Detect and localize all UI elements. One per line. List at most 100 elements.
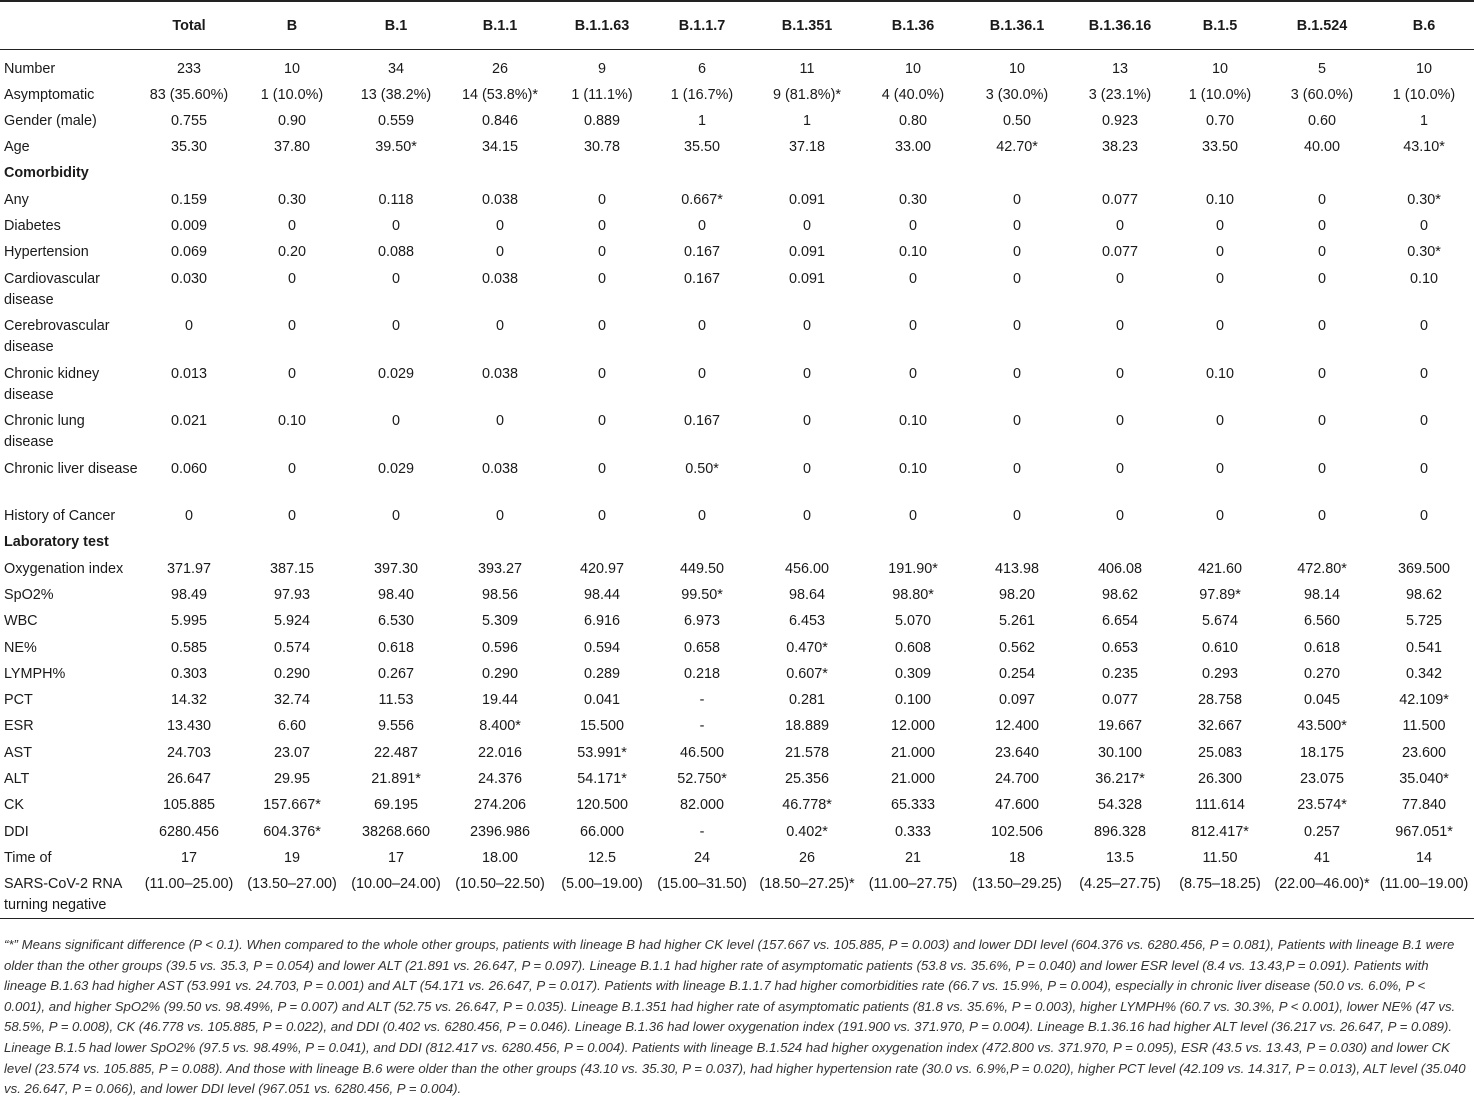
row-label: Asymptomatic — [4, 86, 95, 103]
table-cell: 0.10 — [898, 460, 927, 477]
table-cell: 0.013 — [170, 365, 207, 382]
table-cell: 30.100 — [1097, 744, 1142, 761]
column-header: B.1.36 — [862, 0, 964, 50]
row-label: SpO2% — [4, 586, 54, 603]
table-cell: 5.924 — [273, 613, 310, 630]
table-cell: 0.218 — [683, 665, 720, 682]
table-cell: 25.356 — [784, 771, 829, 788]
table-cell: 29.95 — [273, 771, 310, 788]
table-cell: 33.50 — [1201, 139, 1238, 156]
table-row: Time of 17 19 17 18.00 12.5 24 26 21 18 13.5 11.50 4… — [0, 845, 1474, 871]
table-cell: 24.700 — [994, 771, 1039, 788]
table-cell: 6.453 — [788, 613, 825, 630]
table-cell: 5.309 — [481, 613, 518, 630]
table-cell: 191.90* — [888, 560, 938, 577]
table-cell: 6.973 — [683, 613, 720, 630]
table-cell: 19.667 — [1097, 718, 1142, 735]
table-cell — [1270, 160, 1374, 186]
table-cell: 0.235 — [1101, 665, 1138, 682]
table-cell: 0.167 — [683, 270, 720, 287]
table-row: SARS-CoV-2 RNA turning negative (11.00–25… — [0, 871, 1474, 920]
table-cell: 0 — [184, 318, 193, 335]
row-label: Time of — [4, 849, 52, 866]
table-cell: 0 — [1317, 413, 1326, 430]
table-cell: 0.290 — [481, 665, 518, 682]
table-cell: 896.328 — [1093, 823, 1147, 840]
table-cell: 0 — [1012, 413, 1021, 430]
table-cell: 11 — [799, 61, 815, 77]
header-cell-empty — [0, 0, 138, 50]
table-cell: 26.300 — [1197, 771, 1242, 788]
table-cell: 0.029 — [377, 460, 414, 477]
table-cell: 0 — [697, 508, 706, 525]
table-cell: (4.25–27.75) — [1070, 871, 1170, 920]
table-cell: 421.60 — [1197, 560, 1242, 577]
table-cell: 0 — [495, 413, 504, 430]
table-cell: 0.470* — [786, 639, 828, 656]
table-cell: 13.5 — [1105, 849, 1134, 866]
table-cell: 14 (53.8%)* — [462, 86, 538, 103]
table-cell: 98.20 — [998, 586, 1035, 603]
table-cell: 21.891* — [371, 771, 421, 788]
table-cell: 24.376 — [477, 771, 522, 788]
table-cell: 0 — [1419, 217, 1428, 234]
row-label: ALT — [4, 771, 30, 788]
table-cell: 0 — [802, 460, 811, 477]
row-label: Hypertension — [4, 244, 89, 261]
table-cell: 0.091 — [788, 244, 825, 261]
table-cell: 0 — [1115, 413, 1124, 430]
data-table: Total B B.1 B.1.1 B.1.1.63 B.1.1.7 B.1.351 B.1.… — [0, 0, 1474, 920]
table-cell: 0 — [391, 270, 400, 287]
table-cell: 19.44 — [481, 692, 518, 709]
table-row: CK 105.885 157.667* 69.195 274.206 120.500 82.… — [0, 792, 1474, 818]
table-cell: 30.78 — [583, 139, 620, 156]
table-cell — [138, 529, 240, 555]
table-cell: 0 — [1215, 460, 1224, 477]
table-cell: 1 (10.0%) — [1392, 86, 1456, 103]
table-cell: 0.045 — [1303, 692, 1340, 709]
header-row: Total B B.1 B.1.1 B.1.1.63 B.1.1.7 B.1.351 B.1.… — [0, 0, 1474, 50]
table-cell: 0.610 — [1201, 639, 1238, 656]
table-cell: 0 — [495, 217, 504, 234]
column-header: Total — [138, 0, 240, 50]
table-row: Chronic kidney disease 0.013 0 0.029 0.038 0 0… — [0, 361, 1474, 409]
table-cell: 26 — [491, 61, 508, 77]
table-cell: 77.840 — [1401, 797, 1446, 814]
table-cell: 0.097 — [998, 692, 1035, 709]
table-cell: 0.077 — [1101, 692, 1138, 709]
table-cell: 46.778* — [782, 797, 832, 814]
table-cell: 102.506 — [990, 823, 1044, 840]
table-cell: 12.400 — [994, 718, 1039, 735]
table-cell: 0.618 — [1303, 639, 1340, 656]
table-cell: 0.30 — [898, 191, 927, 208]
table-cell: 0.889 — [583, 112, 620, 129]
table-cell — [752, 529, 862, 555]
column-header: B.1.36.1 — [964, 0, 1070, 50]
table-cell — [1170, 529, 1270, 555]
table-cell: - — [699, 692, 705, 709]
table-cell: 8.400* — [479, 718, 521, 735]
table-cell: 6 — [697, 61, 706, 77]
row-label: Gender (male) — [4, 112, 97, 129]
table-cell: 0.90 — [277, 112, 306, 129]
table-cell: 0.653 — [1101, 639, 1138, 656]
table-cell: 406.08 — [1097, 560, 1142, 577]
table-cell: 98.62 — [1405, 586, 1442, 603]
row-label: PCT — [4, 692, 33, 709]
table-cell: 5.070 — [894, 613, 931, 630]
table-cell: 0 — [597, 217, 606, 234]
table-cell — [862, 160, 964, 186]
table-cell: 1 (10.0%) — [1188, 86, 1252, 103]
table-cell: 1 (16.7%) — [670, 86, 734, 103]
table-cell: 0.585 — [170, 639, 207, 656]
table-row: History of Cancer 0 0 0 0 0 0 0 0 0 0 0 0 0 — [0, 503, 1474, 529]
table-row: Chronic lung disease 0.021 0.10 0 0 0 0.167 0 0.… — [0, 408, 1474, 456]
table-cell: 0.038 — [481, 460, 518, 477]
table-cell: 23.574* — [1297, 797, 1347, 814]
table-cell: 5.674 — [1201, 613, 1238, 630]
table-cell: 26.647 — [166, 771, 211, 788]
table-cell: 6280.456 — [158, 823, 220, 840]
table-cell: 34 — [387, 61, 404, 77]
table-cell: 274.206 — [473, 797, 527, 814]
table-cell: 387.15 — [269, 560, 314, 577]
